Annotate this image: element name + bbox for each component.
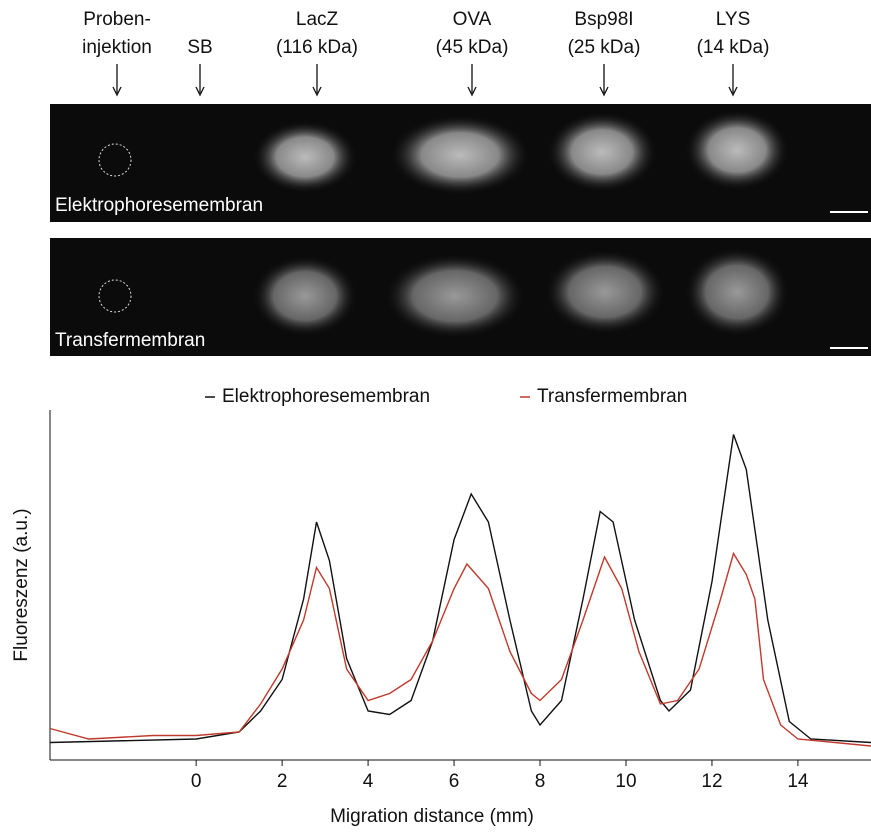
arrow-head [112, 86, 122, 97]
lane-label: Proben- [83, 9, 151, 30]
band [685, 110, 789, 190]
line-series [49, 551, 871, 747]
y-axis-label: Fluoreszenz (a.u.) [11, 508, 32, 661]
injection-circle [98, 143, 132, 177]
x-axis-label: Migration distance (mm) [330, 806, 534, 827]
x-tick-label: 14 [787, 771, 809, 792]
panel-label: Elektrophoresemembran [55, 195, 263, 216]
arrow-head [312, 86, 322, 97]
arrow-head [728, 86, 738, 97]
injection-circle [98, 279, 132, 313]
x-tick-label: 4 [363, 771, 374, 792]
membrane-images: Elektrophoresemembran Transfermembran [50, 104, 871, 356]
lane-label: SB [187, 37, 212, 58]
line-series [49, 434, 871, 744]
arrow-head [195, 86, 205, 97]
legend-label: Transfermembran [537, 386, 687, 407]
lane-label: OVA [453, 9, 492, 30]
arrow-head [599, 86, 609, 97]
panel-label: Transfermembran [55, 330, 205, 351]
lane-label: (116 kDa) [276, 37, 358, 58]
lane-label: (14 kDa) [697, 37, 770, 58]
band [685, 248, 789, 336]
lane-label: LacZ [296, 9, 339, 30]
x-tick-label: 6 [449, 771, 460, 792]
lane-label: LYS [716, 9, 751, 30]
x-tick-label: 10 [615, 771, 636, 792]
x-tick-label: 12 [701, 771, 722, 792]
lane-label: (45 kDa) [436, 37, 509, 58]
band [545, 250, 665, 334]
band [253, 256, 357, 336]
lane-label: injektion [82, 37, 152, 58]
lane-label: (25 kDa) [568, 37, 641, 58]
x-tick-label: 2 [277, 771, 288, 792]
band [390, 115, 530, 195]
band [253, 121, 357, 193]
lane-label: Bsp98I [574, 9, 633, 30]
x-tick-label: 8 [535, 771, 546, 792]
legend-label: Elektrophoresemembran [222, 386, 430, 407]
x-tick-label: 0 [191, 771, 202, 792]
band [385, 254, 525, 338]
band [547, 112, 657, 192]
arrow-head [467, 86, 477, 97]
